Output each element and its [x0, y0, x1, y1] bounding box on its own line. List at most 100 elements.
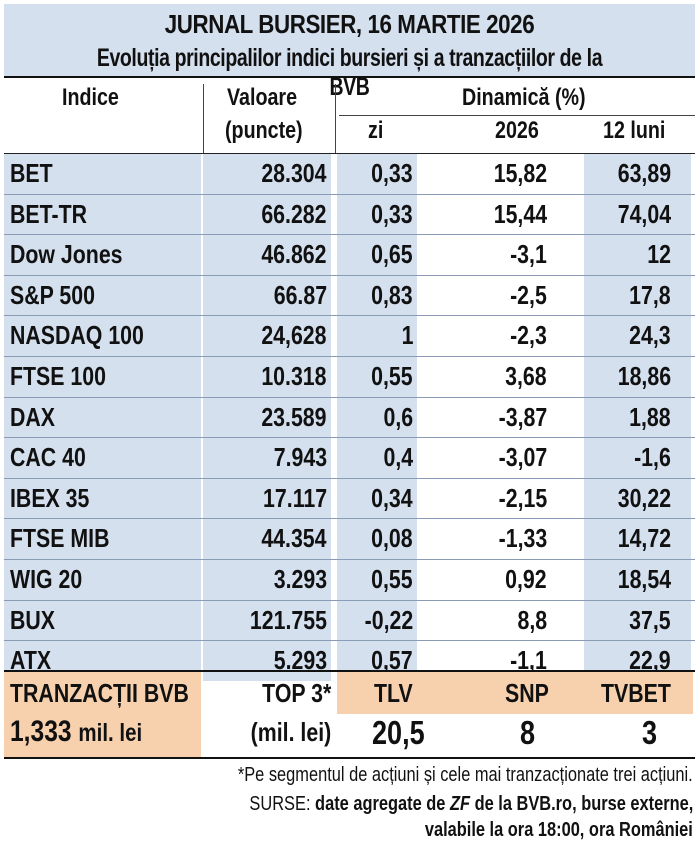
- change-12-months: 14,72: [584, 519, 691, 559]
- change-ytd: -3,87: [498, 401, 547, 432]
- change-12-months: 12: [584, 235, 691, 275]
- table-row: BET 28.304 0,33 15,82 63,89: [4, 153, 695, 194]
- index-value: 17.117: [203, 478, 331, 519]
- sources-label: SURSE:: [249, 793, 311, 815]
- table-row: BUX 121.755 -0,22 8,8 37,5: [4, 599, 695, 641]
- change-12-months: 1,88: [584, 397, 691, 438]
- table-row: S&P 500 66.87 0,83 -2,5 17,8: [4, 274, 695, 316]
- stock-value-tvbet: 3: [642, 714, 658, 751]
- header-zi: zi: [368, 117, 384, 144]
- change-ytd: 15,44: [493, 198, 547, 229]
- header-dinamica: Dinamică (%): [462, 84, 586, 111]
- index-value: 10.318: [203, 356, 331, 397]
- header-valoare: Valoare: [227, 84, 298, 111]
- stock-value-snp: 8: [520, 714, 536, 751]
- change-day: 0,33: [337, 154, 417, 194]
- change-ytd: -2,3: [510, 320, 547, 351]
- table-row: CAC 40 7.943 0,4 -3,07 -1,6: [4, 437, 695, 478]
- table-row: BET-TR 66.282 0,33 15,44 74,04: [4, 193, 695, 235]
- change-12-months: 24,3: [584, 316, 691, 356]
- change-ytd: -2,15: [498, 482, 547, 513]
- index-name: BET: [4, 154, 201, 194]
- index-name: WIG 20: [4, 559, 201, 600]
- change-day: 0,34: [337, 478, 417, 519]
- change-day: 0,08: [337, 519, 417, 559]
- table-row: WIG 20 3.293 0,55 0,92 18,54: [4, 558, 695, 600]
- header-separator-1: [203, 84, 204, 153]
- change-12-months: 63,89: [584, 154, 691, 194]
- change-ytd: 8,8: [517, 604, 547, 635]
- stock-ticker-tvbet: TVBET: [601, 678, 671, 708]
- index-value: 121.755: [203, 600, 331, 641]
- table-row: Dow Jones 46.862 0,65 -3,1 12: [4, 234, 695, 275]
- change-ytd: -2,5: [510, 279, 547, 310]
- change-day: -0,22: [337, 600, 417, 641]
- page-subtitle: Evoluția principalilor indici bursieri ș…: [96, 44, 603, 101]
- stock-value-tlv: 20,5: [372, 714, 425, 751]
- index-name: Dow Jones: [4, 235, 201, 275]
- index-value: 23.589: [203, 397, 331, 438]
- top3-ticker-band: [337, 672, 693, 714]
- change-day: 1: [337, 316, 417, 356]
- change-day: 0,33: [337, 194, 417, 235]
- table-row: FTSE 100 10.318 0,55 3,68 18,86: [4, 355, 695, 397]
- change-12-months: 18,86: [584, 356, 691, 397]
- index-name: CAC 40: [4, 438, 201, 478]
- change-12-months: 30,22: [584, 478, 691, 519]
- table-row: IBEX 35 17.117 0,34 -2,15 30,22: [4, 477, 695, 519]
- bvb-total-box: TRANZACȚII BVB 1,333 mil. lei: [4, 672, 201, 757]
- top3-label: TOP 3*: [261, 678, 331, 708]
- index-table-body: BET 28.304 0,33 15,82 63,89 BET-TR 66.282 0,33 1…: [4, 153, 695, 681]
- stock-ticker-snp: SNP: [505, 678, 549, 708]
- table-row: DAX 23.589 0,6 -3,87 1,88: [4, 396, 695, 438]
- index-name: FTSE 100: [4, 356, 201, 397]
- footnote: *Pe segmentul de acțiuni și cele mai tra…: [238, 764, 693, 786]
- sources-line-1: SURSE: date agregate de ZF de la BVB.ro,…: [152, 793, 693, 816]
- change-ytd: 3,68: [505, 360, 547, 391]
- change-day: 0,55: [337, 356, 417, 397]
- index-name: BUX: [4, 600, 201, 641]
- bvb-label: TRANZACȚII BVB: [10, 678, 189, 708]
- change-ytd: 0,92: [505, 563, 547, 594]
- change-12-months: -1,6: [584, 438, 691, 478]
- bvb-section: TRANZACȚII BVB 1,333 mil. lei TOP 3* (mi…: [4, 670, 695, 759]
- change-ytd: -3,07: [498, 442, 547, 473]
- title-box: JURNAL BURSIER, 16 MARTIE 2026 Evoluția …: [4, 4, 695, 101]
- change-day: 0,4: [337, 438, 417, 478]
- index-value: 24,628: [203, 316, 331, 356]
- change-ytd: 15,82: [493, 158, 547, 188]
- change-day: 0,55: [337, 559, 417, 600]
- header-valoare-unit: (puncte): [225, 117, 303, 144]
- index-value: 44.354: [203, 519, 331, 559]
- header-divider: [339, 115, 695, 116]
- change-ytd: -3,1: [510, 239, 547, 270]
- change-day: 0,83: [337, 275, 417, 316]
- table-row: NASDAQ 100 24,628 1 -2,3 24,3: [4, 315, 695, 356]
- index-name: NASDAQ 100: [4, 316, 201, 356]
- change-12-months: 74,04: [584, 194, 691, 235]
- index-value: 66.282: [203, 194, 331, 235]
- sources-line-2: valabile la ora 18:00, ora României: [425, 819, 693, 841]
- index-name: FTSE MIB: [4, 519, 201, 559]
- sources-text-1: date agregate de: [314, 793, 446, 815]
- change-12-months: 17,8: [584, 275, 691, 316]
- header-12-luni: 12 luni: [603, 117, 666, 144]
- change-day: 0,6: [337, 397, 417, 438]
- stock-ticker-tlv: TLV: [374, 678, 413, 708]
- index-value: 3.293: [203, 559, 331, 600]
- table-row: FTSE MIB 44.354 0,08 -1,33 14,72: [4, 518, 695, 559]
- header-year: 2026: [495, 117, 539, 144]
- change-ytd: -1,33: [498, 523, 547, 554]
- top3-unit: (mil. lei): [250, 717, 331, 747]
- page-title: JURNAL BURSIER, 16 MARTIE 2026: [164, 9, 535, 39]
- bvb-amount: 1,333 mil. lei: [10, 715, 171, 749]
- sources-zf: ZF: [449, 793, 470, 815]
- index-name: BET-TR: [4, 194, 201, 235]
- header-indice: Indice: [62, 84, 119, 111]
- sources-text-2: de la BVB.ro, burse externe,: [474, 793, 693, 815]
- header-separator-2: [335, 84, 336, 153]
- index-value: 28.304: [203, 154, 331, 194]
- change-12-months: 18,54: [584, 559, 691, 600]
- change-12-months: 37,5: [584, 600, 691, 641]
